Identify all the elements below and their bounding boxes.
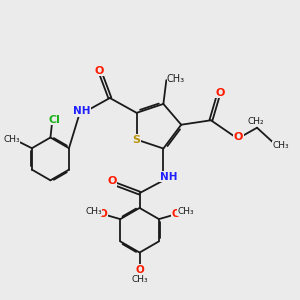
Text: CH₃: CH₃ — [177, 207, 194, 216]
Text: O: O — [135, 265, 144, 275]
Text: Cl: Cl — [48, 115, 60, 125]
Text: CH₃: CH₃ — [131, 275, 148, 284]
Text: CH₃: CH₃ — [167, 74, 185, 84]
Text: CH₃: CH₃ — [3, 135, 20, 144]
Text: S: S — [133, 135, 141, 145]
Text: NH: NH — [160, 172, 178, 182]
Text: O: O — [108, 176, 117, 186]
Text: O: O — [172, 209, 181, 219]
Text: CH₃: CH₃ — [272, 141, 289, 150]
Text: O: O — [234, 132, 243, 142]
Text: O: O — [95, 66, 104, 76]
Text: NH: NH — [73, 106, 90, 116]
Text: CH₃: CH₃ — [85, 207, 102, 216]
Text: O: O — [99, 209, 107, 219]
Text: O: O — [215, 88, 224, 98]
Text: CH₂: CH₂ — [247, 117, 264, 126]
